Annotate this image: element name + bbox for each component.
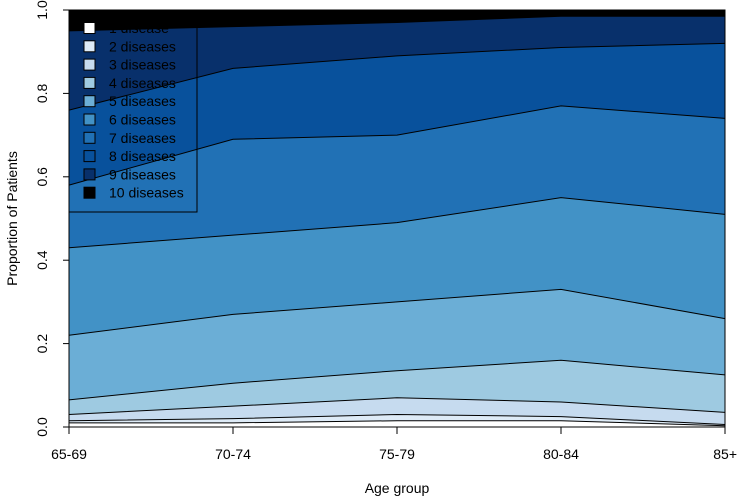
legend-label: 9 diseases bbox=[109, 166, 176, 182]
x-tick-label: 75-79 bbox=[379, 446, 415, 462]
boundary-line-4 bbox=[68, 359, 726, 401]
legend-label: 6 diseases bbox=[109, 112, 176, 128]
legend-label: 3 diseases bbox=[109, 57, 176, 73]
legend-swatch bbox=[83, 40, 96, 53]
y-tick-label: 0.0 bbox=[34, 417, 50, 437]
legend-swatch bbox=[83, 150, 96, 163]
legend-swatch bbox=[83, 95, 96, 108]
y-tick-label: 0.2 bbox=[34, 334, 50, 354]
y-tick-label: 0.6 bbox=[34, 167, 50, 187]
boundary-line-7 bbox=[68, 105, 726, 186]
legend-label: 8 diseases bbox=[109, 148, 176, 164]
boundary-line-3 bbox=[68, 397, 726, 415]
legend-swatch bbox=[83, 131, 96, 144]
boundary-line-9 bbox=[68, 15, 725, 32]
area-layer-1 bbox=[69, 420, 725, 427]
boundary-line-8 bbox=[68, 42, 726, 111]
x-axis: 65-69 70-74 75-79 80-84 85+ bbox=[51, 426, 737, 462]
y-tick-label: 0.8 bbox=[34, 83, 50, 103]
y-axis-title: Proportion of Patients bbox=[4, 151, 20, 286]
legend-swatch bbox=[83, 113, 96, 126]
legend-swatch bbox=[83, 22, 96, 34]
area-layer-3 bbox=[69, 397, 725, 425]
area-layers bbox=[69, 10, 725, 427]
area-layer-6 bbox=[69, 197, 725, 336]
boundary-line-5 bbox=[68, 288, 726, 336]
area-layer-2 bbox=[69, 414, 725, 426]
legend-label: 10 diseases bbox=[109, 185, 184, 201]
area-layer-5 bbox=[69, 289, 725, 400]
legend-swatch bbox=[83, 76, 96, 89]
x-axis-title: Age group bbox=[365, 480, 430, 496]
boundary-line-6 bbox=[68, 197, 726, 249]
y-axis: 0.0 0.2 0.4 0.6 0.8 1.0 bbox=[34, 0, 70, 437]
boundary-line-2 bbox=[68, 413, 726, 425]
legend-label: 7 diseases bbox=[109, 130, 176, 146]
legend-label: 5 diseases bbox=[109, 93, 176, 109]
legend-label: 1 disease bbox=[109, 20, 169, 36]
legend-label: 2 diseases bbox=[109, 38, 176, 54]
x-tick-label: 65-69 bbox=[51, 446, 87, 462]
legend-box bbox=[68, 9, 198, 213]
y-tick-label: 1.0 bbox=[34, 0, 50, 20]
area-layer-10 bbox=[69, 10, 725, 31]
legend: 1 disease 2 diseases 3 diseases 4 diseases 5… bbox=[68, 9, 198, 213]
legend-label: 4 diseases bbox=[109, 75, 176, 91]
y-tick-label: 0.4 bbox=[34, 250, 50, 270]
legend-swatch bbox=[83, 168, 96, 181]
x-tick-label: 80-84 bbox=[543, 446, 579, 462]
x-tick-label: 70-74 bbox=[215, 446, 251, 462]
area-layer-4 bbox=[69, 360, 725, 415]
x-tick-label: 85+ bbox=[713, 446, 737, 462]
boundary-line-1 bbox=[69, 420, 726, 427]
area-layer-8 bbox=[69, 43, 725, 186]
area-layer-7 bbox=[69, 105, 725, 248]
area-layer-9 bbox=[69, 16, 725, 111]
legend-swatch bbox=[83, 186, 96, 199]
legend-swatch bbox=[83, 58, 96, 71]
